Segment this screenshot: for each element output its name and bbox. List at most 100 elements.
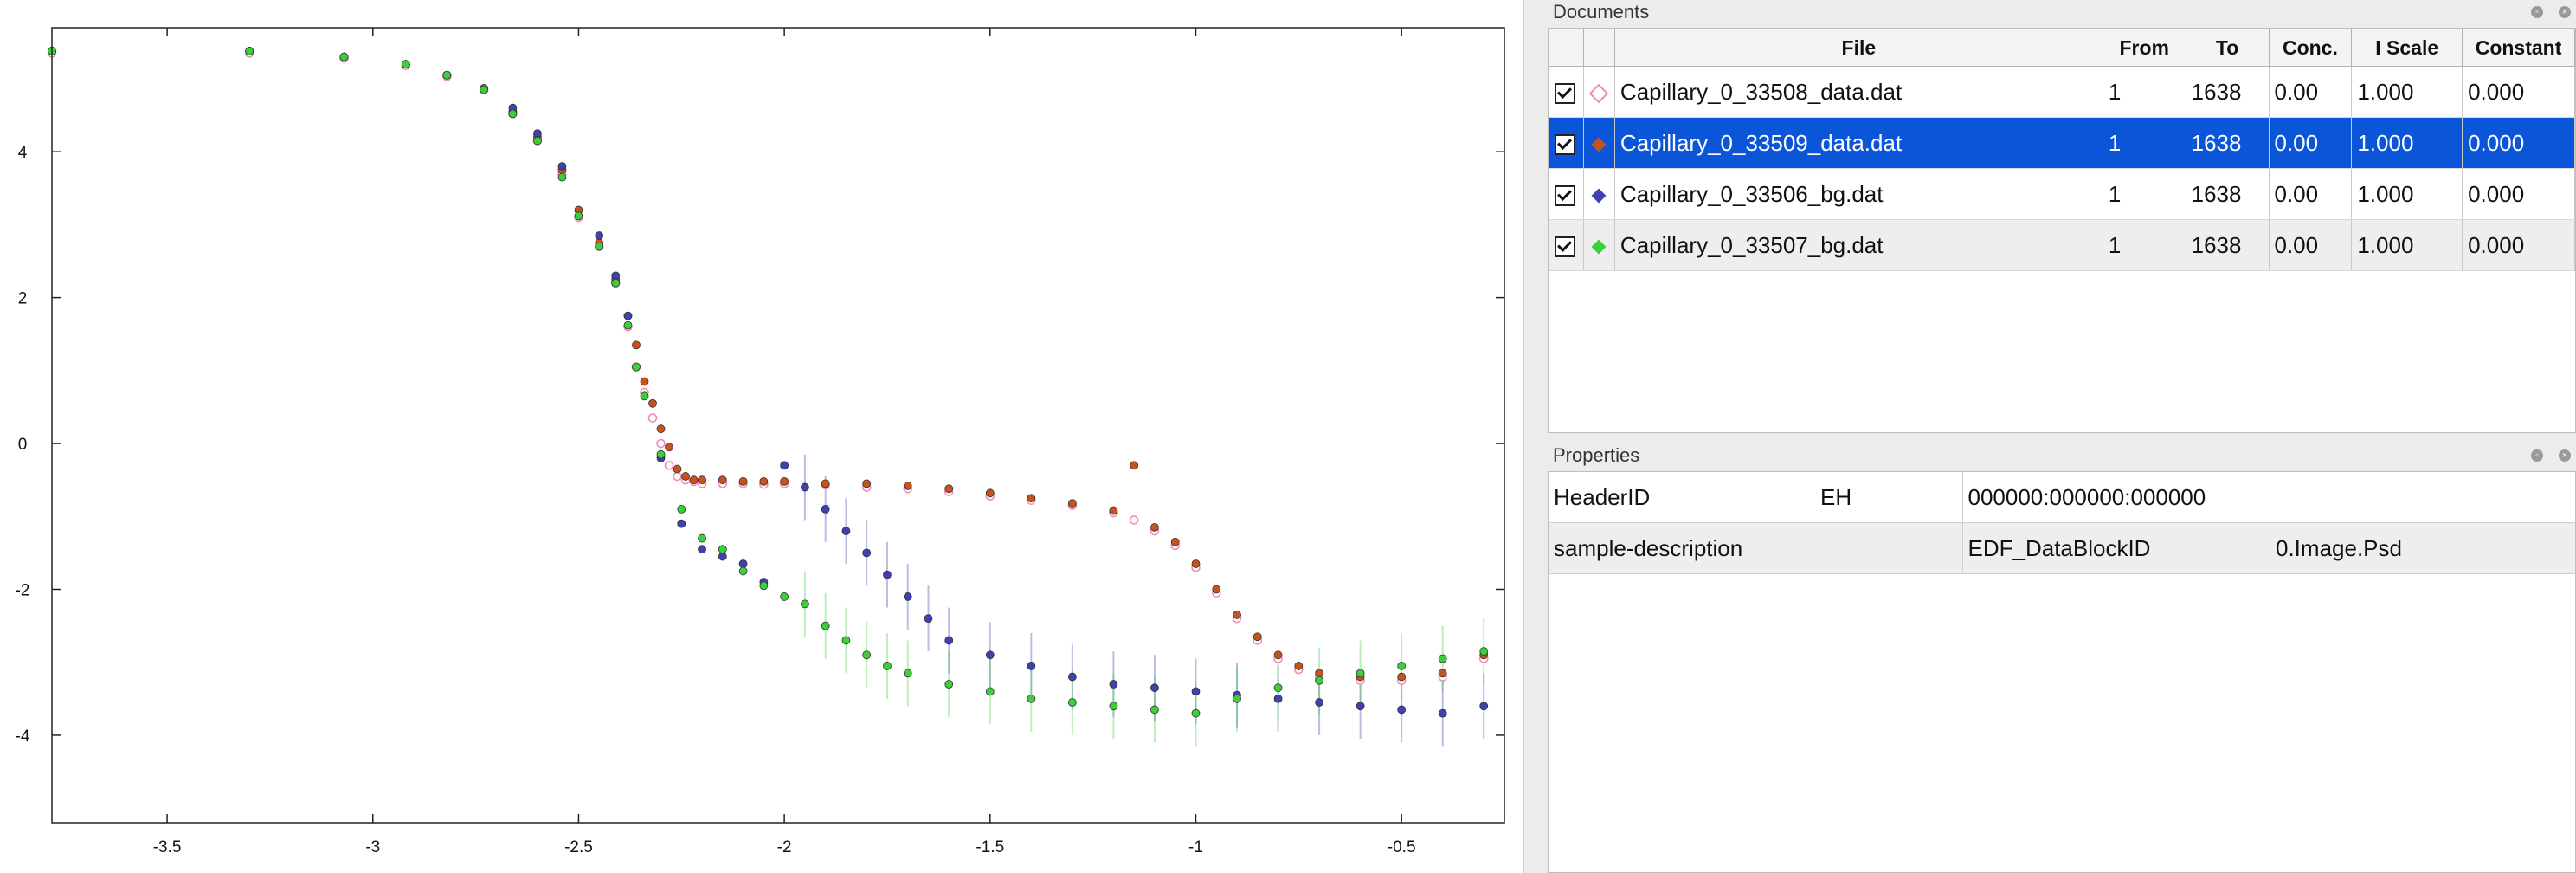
float-panel-icon[interactable]: ◦: [2531, 449, 2543, 462]
to-cell[interactable]: 1638: [2186, 219, 2270, 271]
data-point: [632, 340, 641, 350]
visibility-checkbox[interactable]: [1554, 184, 1575, 206]
visibility-checkbox[interactable]: [1554, 236, 1575, 257]
x-tick-label: -2.5: [564, 838, 593, 857]
panel-splitter[interactable]: [1523, 0, 1549, 873]
scatter-chart[interactable]: -3.5 -3 -2.5 -2 -1.5 -1 -0.5 4 2 0 -2 -4: [0, 0, 1523, 873]
data-point: [1397, 705, 1407, 715]
visibility-checkbox[interactable]: [1554, 133, 1575, 155]
data-point: [640, 377, 649, 386]
plot-frame: [51, 27, 1505, 824]
to-cell[interactable]: 1638: [2186, 66, 2270, 118]
data-point: [1356, 669, 1365, 678]
property-cell[interactable]: 0.Image.Psd: [2270, 522, 2575, 574]
table-row[interactable]: Capillary_0_33506_bg.dat 1 1638 0.00 1.0…: [1549, 168, 2575, 220]
column-header-to[interactable]: To: [2185, 29, 2270, 67]
property-row[interactable]: HeaderID EH 000000:000000:000000: [1549, 472, 2575, 523]
data-point: [648, 398, 657, 408]
iscale-cell[interactable]: 1.000: [2351, 66, 2463, 118]
property-cell[interactable]: EDF_DataBlockID: [1961, 522, 2270, 574]
file-cell[interactable]: Capillary_0_33507_bg.dat: [1614, 219, 2103, 271]
column-header-constant[interactable]: Constant: [2462, 29, 2575, 67]
data-point: [1170, 537, 1180, 546]
filled-diamond-icon: [1591, 188, 1607, 204]
data-point: [821, 479, 830, 488]
data-point: [442, 70, 452, 80]
float-panel-icon[interactable]: ◦: [2531, 6, 2543, 18]
properties-table-area: HeaderID EH 000000:000000:000000 sample-…: [1548, 471, 2576, 873]
open-diamond-icon: [1589, 83, 1609, 103]
constant-cell[interactable]: 0.000: [2462, 219, 2575, 271]
column-header-from[interactable]: From: [2102, 29, 2186, 67]
data-point: [1067, 672, 1077, 682]
property-cell[interactable]: EH: [1815, 472, 1962, 523]
iscale-cell[interactable]: 1.000: [2351, 219, 2463, 271]
data-point: [985, 488, 995, 498]
property-row[interactable]: sample-description EDF_DataBlockID 0.Ima…: [1549, 522, 2575, 574]
property-cell[interactable]: 000000:000000:000000: [1961, 472, 2270, 523]
data-point: [1212, 585, 1221, 594]
iscale-cell[interactable]: 1.000: [2351, 168, 2463, 220]
data-point: [1129, 515, 1139, 525]
property-cell[interactable]: [2270, 472, 2575, 523]
data-point: [718, 475, 727, 485]
data-point: [738, 566, 748, 576]
from-cell[interactable]: 1: [2103, 219, 2186, 271]
data-point: [673, 471, 682, 482]
data-point: [1150, 683, 1159, 693]
conc-cell[interactable]: 0.00: [2269, 66, 2353, 118]
visibility-checkbox[interactable]: [1554, 82, 1575, 104]
data-point: [1273, 683, 1283, 693]
conc-cell[interactable]: 0.00: [2269, 117, 2353, 169]
x-tick-label: -1: [1188, 838, 1203, 857]
x-tick-label: -2: [777, 838, 792, 857]
table-row[interactable]: Capillary_0_33508_data.dat 1 1638 0.00 1…: [1549, 66, 2575, 118]
data-point: [985, 650, 995, 660]
data-point: [800, 599, 809, 609]
property-cell[interactable]: [1815, 522, 1962, 574]
close-panel-icon[interactable]: ×: [2559, 6, 2571, 18]
from-cell[interactable]: 1: [2103, 168, 2186, 220]
data-point: [689, 475, 699, 485]
iscale-cell[interactable]: 1.000: [2351, 117, 2463, 169]
data-point: [1438, 654, 1447, 663]
file-cell[interactable]: Capillary_0_33506_bg.dat: [1614, 168, 2103, 220]
close-panel-icon[interactable]: ×: [2559, 449, 2571, 462]
file-cell[interactable]: Capillary_0_33509_data.dat: [1614, 117, 2103, 169]
to-cell[interactable]: 1638: [2186, 168, 2270, 220]
data-point: [677, 519, 686, 528]
plot-area[interactable]: -3.5 -3 -2.5 -2 -1.5 -1 -0.5 4 2 0 -2 -4: [0, 0, 1523, 873]
data-point: [759, 581, 769, 591]
data-point: [944, 484, 954, 494]
property-cell[interactable]: HeaderID: [1549, 472, 1815, 523]
column-header-file[interactable]: File: [1613, 29, 2103, 67]
data-point: [862, 650, 872, 660]
data-point: [780, 476, 789, 486]
documents-panel-header: Documents ◦ ×: [1548, 0, 2576, 24]
column-header-marker[interactable]: [1582, 29, 1615, 67]
data-point: [1067, 698, 1077, 707]
data-point: [1109, 506, 1118, 515]
to-cell[interactable]: 1638: [2186, 117, 2270, 169]
from-cell[interactable]: 1: [2103, 117, 2186, 169]
data-point: [632, 362, 641, 372]
property-cell[interactable]: sample-description: [1549, 522, 1815, 574]
x-tick-label: -1.5: [976, 838, 1004, 857]
table-row[interactable]: Capillary_0_33509_data.dat 1 1638 0.00 1…: [1549, 117, 2575, 169]
y-tick-label: -4: [16, 728, 30, 746]
column-header-check[interactable]: [1549, 29, 1584, 67]
constant-cell[interactable]: 0.000: [2462, 168, 2575, 220]
file-cell[interactable]: Capillary_0_33508_data.dat: [1614, 66, 2103, 118]
conc-cell[interactable]: 0.00: [2269, 219, 2353, 271]
from-cell[interactable]: 1: [2103, 66, 2186, 118]
column-header-conc[interactable]: Conc.: [2268, 29, 2353, 67]
data-point: [1233, 694, 1241, 703]
data-point: [1150, 523, 1159, 532]
data-point: [1397, 672, 1407, 682]
constant-cell[interactable]: 0.000: [2462, 66, 2575, 118]
data-point: [800, 482, 809, 492]
conc-cell[interactable]: 0.00: [2269, 168, 2353, 220]
constant-cell[interactable]: 0.000: [2462, 117, 2575, 169]
column-header-iscale[interactable]: I Scale: [2351, 29, 2463, 67]
table-row[interactable]: Capillary_0_33507_bg.dat 1 1638 0.00 1.0…: [1549, 219, 2575, 271]
